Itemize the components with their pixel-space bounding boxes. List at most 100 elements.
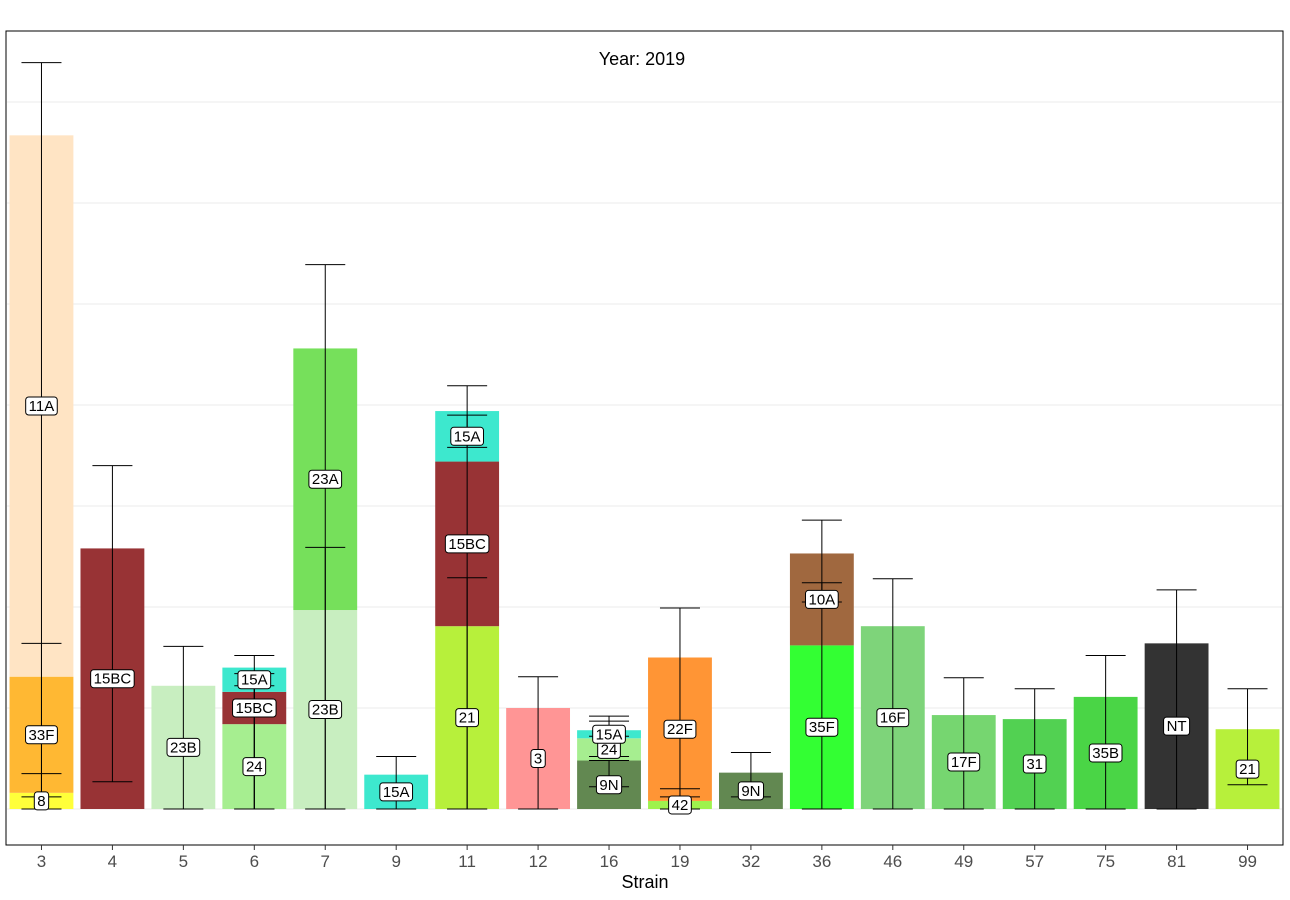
segment-label: NT <box>1163 716 1191 736</box>
segment-label: 31 <box>1022 754 1047 774</box>
segment-label: 15A <box>237 670 272 690</box>
segment-label-text: 35F <box>809 719 835 736</box>
segment-label-text: 23A <box>312 471 339 488</box>
x-tick-label: 36 <box>812 852 831 871</box>
segment-label-box <box>1022 754 1047 774</box>
segment-label-box <box>876 708 910 728</box>
segment-label-text: 15A <box>383 784 410 801</box>
segment-label-box <box>947 752 981 772</box>
segment-label-text: 33F <box>29 727 55 744</box>
segment-label: 9N <box>595 775 623 795</box>
x-tick-label: 49 <box>954 852 973 871</box>
x-tick-label: 11 <box>458 852 476 871</box>
segment-label-box <box>668 795 692 815</box>
segment-label-box <box>25 725 58 745</box>
segment-label: 10A <box>805 589 839 609</box>
segment-label-text: 24 <box>246 759 263 776</box>
segment-label-text: 22F <box>667 721 693 738</box>
segment-label: 22F <box>663 719 697 739</box>
segment-label-box <box>90 669 135 689</box>
segment-label: 21 <box>455 708 479 728</box>
segment-label-box <box>455 708 479 728</box>
segment-label-box <box>237 670 272 690</box>
segment-label-text: 15BC <box>236 700 274 717</box>
segment-label: 16F <box>876 708 910 728</box>
x-axis-ticks: 3 4 5 6 7 9 11 12 16 19 32 36 46 49 57 75 81 99 <box>37 845 1257 871</box>
segment-label-text: 10A <box>809 591 836 608</box>
segment-label: 23B <box>308 700 343 720</box>
x-tick-label: 75 <box>1096 852 1115 871</box>
segment-label-text: 42 <box>672 797 689 814</box>
x-tick-label: 32 <box>741 852 760 871</box>
x-tick-label: 19 <box>671 852 690 871</box>
segment-label-box <box>379 782 414 802</box>
segment-label-box <box>595 775 623 795</box>
x-tick-label: 7 <box>321 852 330 871</box>
segment-label-text: 16F <box>880 710 906 727</box>
segment-label: 42 <box>668 795 692 815</box>
segment-label-box <box>592 724 626 744</box>
segment-label-text: NT <box>1167 718 1187 735</box>
segment-label-box <box>450 426 484 446</box>
segment-label-box <box>308 469 343 489</box>
segment-labels: 8 33F 11A 15BC 23B 24 15BC 15A 23B 23A 15A 21 15BC 15… <box>25 396 1260 815</box>
segment-label-box <box>166 737 201 757</box>
chart-title: Year: 2019 <box>599 49 685 69</box>
segment-label-box <box>1235 759 1260 779</box>
segment-label-box <box>663 719 697 739</box>
x-tick-label: 57 <box>1025 852 1044 871</box>
segment-label-box <box>232 698 277 718</box>
x-tick-label: 9 <box>391 852 400 871</box>
segment-label-text: 11A <box>29 398 55 415</box>
segment-label-text: 23B <box>312 702 339 719</box>
x-tick-label: 6 <box>250 852 259 871</box>
segment-label-text: 21 <box>459 710 476 727</box>
segment-label: 15A <box>379 782 414 802</box>
x-tick-label: 12 <box>529 852 548 871</box>
segment-label: 15A <box>592 724 626 744</box>
segment-label: 35F <box>805 717 839 737</box>
segment-label-text: 3 <box>534 751 542 768</box>
segment-label-box <box>530 749 546 768</box>
x-tick-label: 16 <box>600 852 619 871</box>
segment-label: 24 <box>242 757 267 777</box>
segment-label-box <box>242 757 267 777</box>
segment-label: 23B <box>166 737 201 757</box>
segment-label-text: 24 <box>601 741 618 758</box>
x-tick-label: 3 <box>37 852 46 871</box>
segment-label-text: 9N <box>599 777 618 794</box>
segment-label-text: 31 <box>1026 756 1043 773</box>
segment-label-text: 15A <box>596 726 623 743</box>
segment-label-text: 21 <box>1239 761 1256 778</box>
segment-label-text: 9N <box>741 783 760 800</box>
gridlines <box>7 101 1282 810</box>
segment-label: 24 <box>597 739 621 759</box>
segment-label: 21 <box>1235 759 1260 779</box>
segment-label-text: 17F <box>951 754 977 771</box>
segment-label-text: 15BC <box>448 536 486 553</box>
x-tick-label: 4 <box>108 852 117 871</box>
segment-label-text: 15A <box>454 428 481 445</box>
segment-label-box <box>805 589 839 609</box>
segment-label-box <box>25 396 58 416</box>
segment-label: 11A <box>25 396 58 416</box>
segment-label-box <box>737 781 765 801</box>
segment-label-box <box>444 534 490 554</box>
segment-label: 23A <box>308 469 343 489</box>
x-tick-label: 46 <box>883 852 902 871</box>
segment-label: 15BC <box>444 534 490 554</box>
segment-label: 8 <box>33 791 50 811</box>
segment-label: 3 <box>530 749 546 768</box>
segment-label: 35B <box>1088 743 1123 763</box>
x-axis-label: Strain <box>621 872 669 892</box>
segment-label: 9N <box>737 781 765 801</box>
segment-label-text: 15BC <box>94 671 132 688</box>
segment-label: 33F <box>25 725 58 745</box>
segment-label-box <box>805 717 839 737</box>
segment-label-text: 23B <box>170 739 197 756</box>
segment-label-text: 15A <box>241 672 268 689</box>
segment-label-box <box>33 791 50 811</box>
x-tick-label: 81 <box>1167 852 1186 871</box>
segment-label: 15A <box>450 426 484 446</box>
